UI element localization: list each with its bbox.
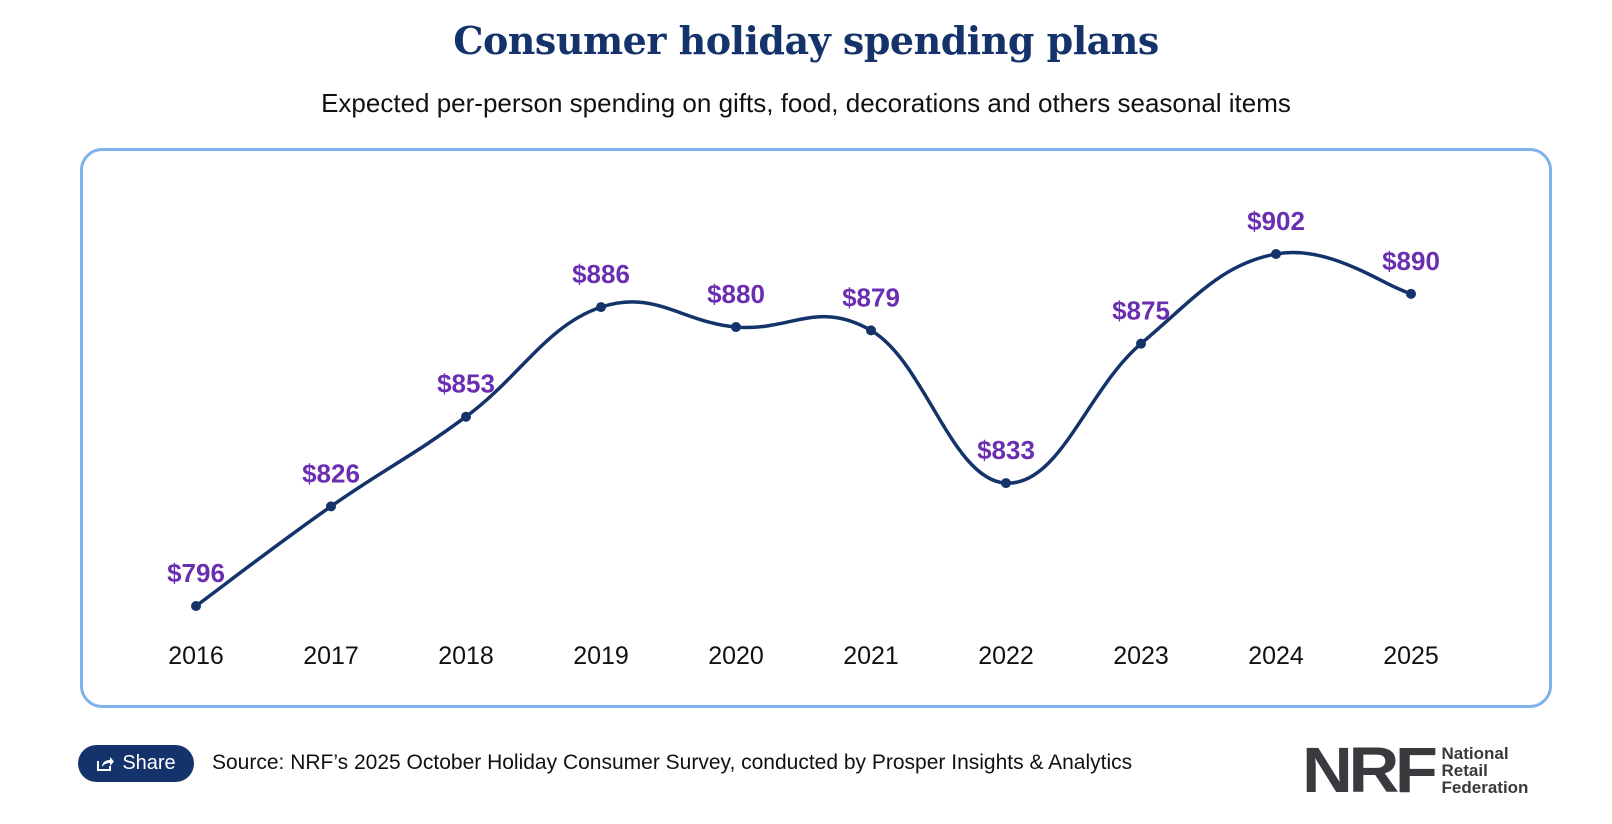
x-tick-label: 2022	[978, 642, 1034, 670]
x-tick-label: 2018	[438, 642, 494, 670]
data-point	[1001, 478, 1011, 489]
chart-title: Consumer holiday spending plans	[453, 18, 1159, 63]
data-label: $833	[977, 435, 1035, 465]
data-point	[1271, 249, 1281, 259]
data-label: $879	[842, 282, 900, 312]
x-tick-label: 2019	[573, 642, 629, 670]
chart-frame	[80, 148, 1552, 708]
nrf-logo: NRF National Retail Federation	[1302, 738, 1528, 802]
x-tick-label: 2025	[1383, 642, 1439, 670]
data-point	[596, 302, 606, 313]
data-label: $886	[572, 259, 630, 289]
logo-org: National Retail Federation	[1441, 743, 1529, 797]
data-point	[731, 322, 741, 333]
x-tick-label: 2016	[168, 642, 224, 670]
data-label: $902	[1247, 206, 1305, 236]
series-line	[194, 250, 1412, 608]
share-icon	[97, 756, 115, 771]
share-button[interactable]: Share	[78, 745, 194, 782]
data-point	[1136, 338, 1146, 349]
data-label: $796	[167, 558, 225, 588]
source-note: Source: NRF’s 2025 October Holiday Consu…	[212, 751, 1133, 774]
data-point	[326, 501, 336, 512]
data-label: $880	[707, 279, 765, 309]
x-tick-label: 2024	[1248, 642, 1304, 670]
data-label: $853	[437, 369, 495, 399]
data-point	[866, 325, 876, 336]
x-tick-label: 2021	[843, 642, 899, 670]
data-point	[1406, 288, 1416, 299]
chart-subtitle: Expected per-person spending on gifts, f…	[321, 88, 1291, 118]
x-tick-label: 2017	[303, 642, 359, 670]
data-label: $826	[302, 458, 360, 488]
data-label: $890	[1382, 246, 1440, 276]
share-label: Share	[122, 752, 176, 774]
x-tick-label: 2023	[1113, 642, 1169, 670]
data-point	[191, 601, 201, 611]
x-tick-label: 2020	[708, 642, 764, 670]
logo-mark: NRF	[1302, 734, 1438, 806]
data-label: $875	[1112, 296, 1170, 326]
data-point	[461, 411, 471, 422]
